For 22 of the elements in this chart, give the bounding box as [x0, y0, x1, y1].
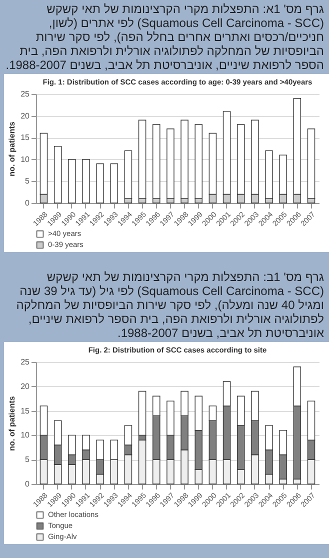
y-tick-label: 20: [20, 382, 30, 391]
y-tick-label: 0: [25, 480, 30, 488]
bar: [96, 163, 104, 204]
bar: [82, 159, 90, 204]
text: גרף מס' 1א: התפצלות מקרי הקרצינומות של תאי קשקש (Squamous Cell Carcinoma - SCC) לפי אתרים (לשון, חניכיים/רכסים ואתרים אחרים בחלל הפה), לפי סקר שירות הביופסיות של המחלקה לפתולוגיה אורלית ולרפואת הפה, בית הספר לרפואת שיניים, אוניברסיטת תל אביב, בשנים 1988-2007.: [4, 1, 325, 74]
y-tick-label: 10: [20, 430, 30, 440]
y-tick-label: 25: [20, 358, 30, 366]
y-tick-label: 5: [25, 455, 30, 464]
y-tick-label: 20: [20, 111, 30, 120]
y-tick-label: 15: [20, 406, 30, 416]
y-axis-title: no. of patients: [8, 121, 17, 176]
bar: [110, 163, 118, 204]
bar: [54, 146, 62, 204]
y-tick-label: 10: [20, 154, 30, 164]
bar: [68, 159, 76, 204]
y-tick-label: 0: [25, 198, 30, 208]
bar: [138, 440, 146, 484]
y-tick-label: 15: [20, 133, 30, 142]
y-axis-title: no. of patients: [8, 396, 17, 451]
y-tick-label: 5: [25, 176, 30, 186]
text: גרף מס' 1ב: התפצלות מקרי הקרצינומות של תאי קשקש (Squamous Cell Carcinoma - SCC) לפי גיל (עד גיל 39 שנה ומגיל 40 שנה ומעלה), לפי סקר שירות הביופסיות של המחלקה לפתולוגיה אורלית ולרפואת הפה, בית הספר לרפואת שיניים, אוניברסיטת תל אביב, בשנים 1988-2007.: [15, 269, 325, 342]
y-tick-label: 25: [20, 90, 30, 98]
